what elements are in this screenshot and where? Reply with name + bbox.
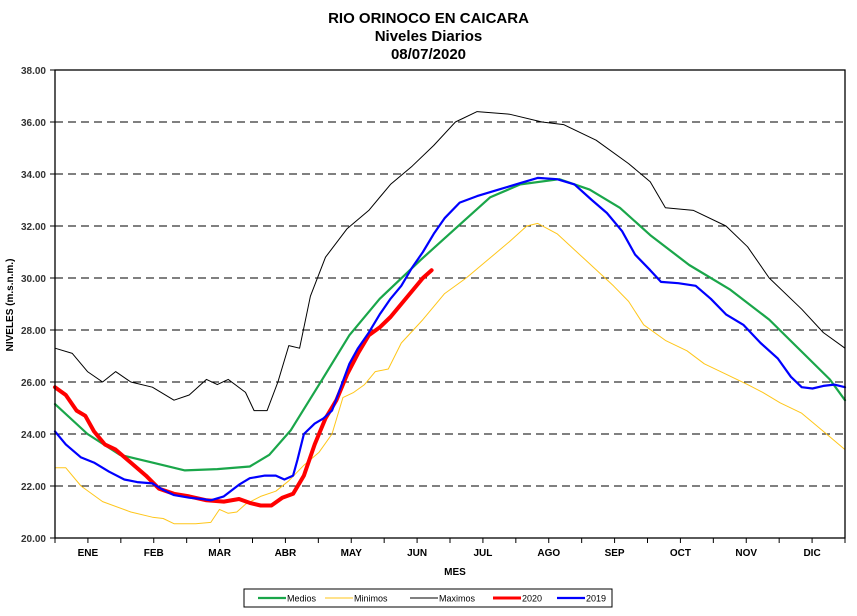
- x-tick-label: OCT: [670, 548, 691, 559]
- y-tick-label: 36.00: [21, 118, 46, 129]
- x-tick-label: NOV: [735, 548, 757, 559]
- series-line-medios: [53, 178, 847, 472]
- legend-label-2020: 2020: [522, 594, 542, 604]
- x-axis-title: MES: [444, 567, 466, 578]
- series-line-2019: [53, 176, 847, 502]
- chart-title: RIO ORINOCO EN CAICARA: [328, 10, 529, 27]
- chart-date: 08/07/2020: [390, 46, 467, 63]
- chart-subtitle: Niveles Diarios: [374, 28, 483, 45]
- series-line-minimos: [54, 222, 846, 525]
- x-tick-label: AGO: [537, 548, 560, 559]
- y-tick-label: 22.00: [21, 482, 46, 493]
- legend-label-medios: Medios: [287, 594, 317, 604]
- x-tick-label: MAY: [341, 548, 363, 559]
- series-group: [53, 111, 847, 525]
- series-line-2020: [53, 268, 434, 508]
- x-tick-label: ENE: [78, 548, 99, 559]
- x-tick-label: FEB: [144, 548, 164, 559]
- x-tick-label: JUN: [407, 548, 427, 559]
- series-line-maximos: [54, 111, 846, 412]
- legend: Medios Minimos Maximos 2020 2019: [243, 588, 613, 608]
- legend-label-2019: 2019: [586, 594, 606, 604]
- x-tick-label: MAR: [208, 548, 232, 559]
- y-tick-label: 28.00: [21, 326, 46, 337]
- y-tick-label: 38.00: [21, 66, 46, 77]
- y-tick-label: 24.00: [21, 430, 46, 441]
- y-axis: 20.00 22.00 24.00 26.00 28.00 30.00 32.00 34.00…: [21, 66, 55, 545]
- y-tick-label: 32.00: [21, 222, 46, 233]
- legend-label-maximos: Maximos: [439, 594, 476, 604]
- y-axis-title: NIVELES (m.s.n.m.): [5, 259, 16, 352]
- x-tick-label: JUL: [473, 548, 492, 559]
- x-axis: ENE FEB MAR ABR MAY JUN JUL AGO SEP OCT NOV DIC: [54, 538, 846, 559]
- x-tick-label: DIC: [803, 548, 820, 559]
- legend-label-minimos: Minimos: [354, 594, 388, 604]
- y-tick-label: 30.00: [21, 274, 46, 285]
- y-tick-label: 20.00: [21, 534, 46, 545]
- y-tick-label: 34.00: [21, 170, 46, 181]
- gridlines: [55, 121, 845, 487]
- x-tick-label: ABR: [275, 548, 297, 559]
- x-tick-label: SEP: [605, 548, 625, 559]
- y-tick-label: 26.00: [21, 378, 46, 389]
